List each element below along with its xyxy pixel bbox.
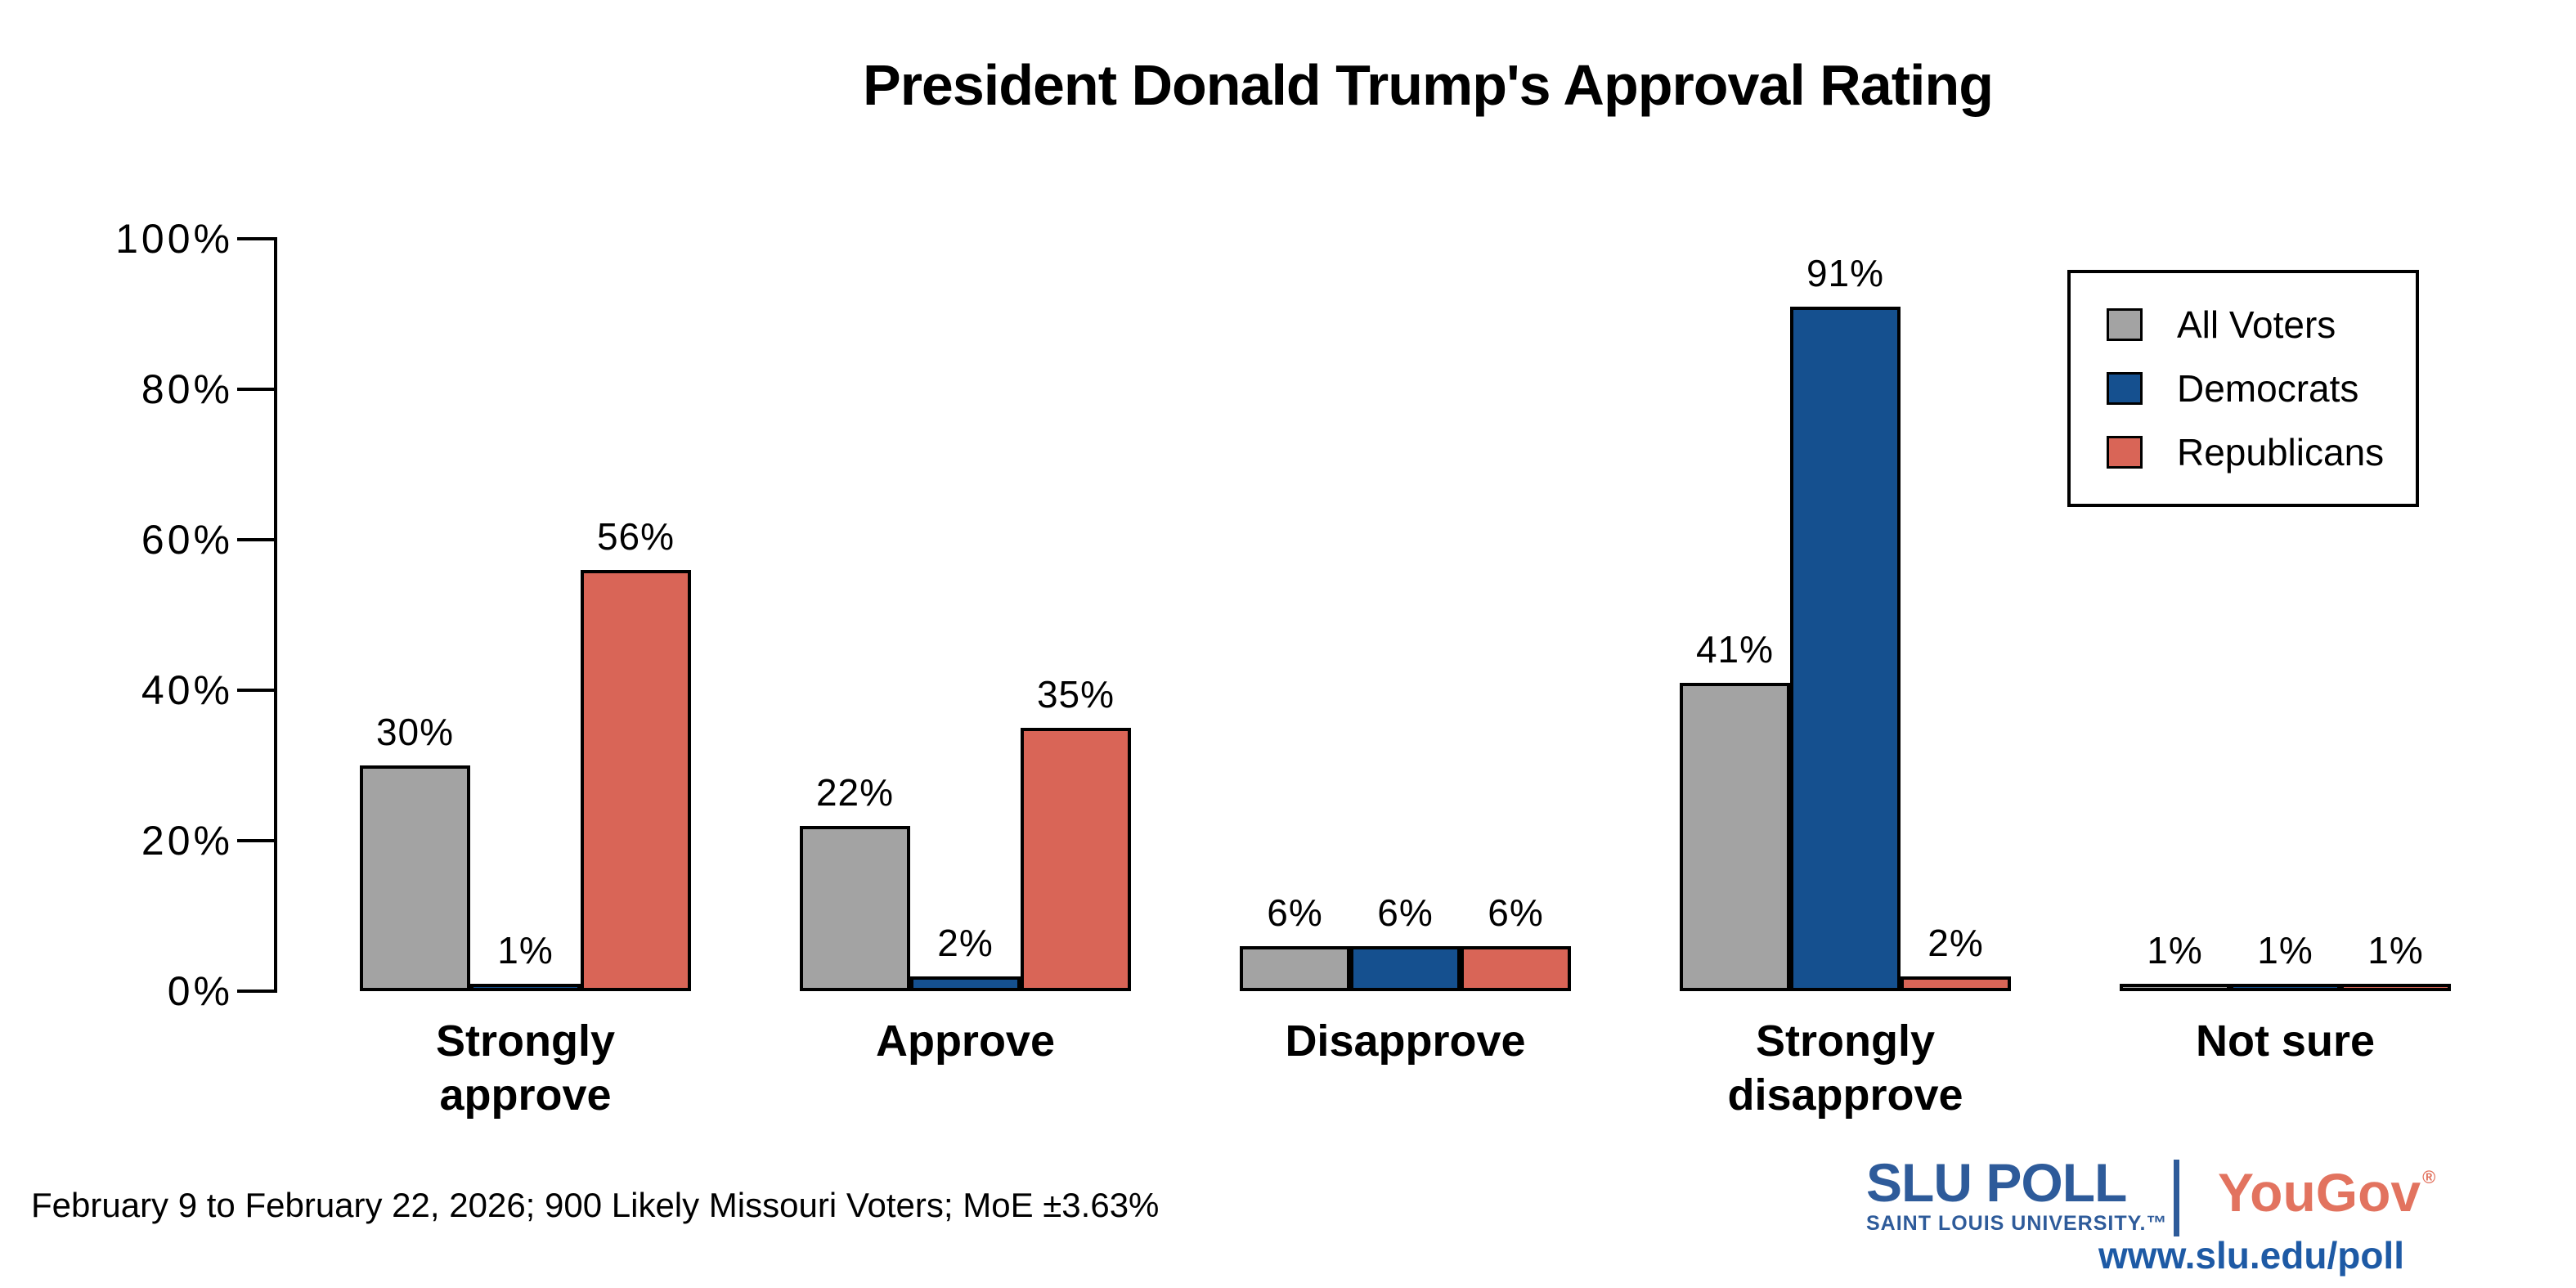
legend-item-all-voters: All Voters: [2107, 303, 2416, 347]
y-tick-label: 20%: [141, 818, 233, 864]
bar-democrats: [470, 984, 581, 991]
slu-university-wordmark: SAINT LOUIS UNIVERSITY.™: [1866, 1212, 2168, 1235]
legend-swatch: [2107, 372, 2143, 405]
bar-col: 41%: [1680, 239, 1790, 991]
y-tick: [237, 538, 274, 541]
bar-col: 6%: [1461, 239, 1571, 991]
bar-col: 2%: [910, 239, 1021, 991]
value-label: 30%: [375, 711, 455, 753]
footer-note: February 9 to February 22, 2026; 900 Lik…: [31, 1186, 1160, 1224]
plot-area: 0% 20% 40% 60% 80% 100% 30% 1% 56% Strongly appro…: [115, 216, 2486, 1120]
bar-col: 1%: [2340, 239, 2451, 991]
bar-all-voters: [360, 765, 470, 991]
legend-label: Republicans: [2177, 431, 2385, 473]
legend-item-democrats: Democrats: [2107, 366, 2416, 411]
yougov-text: YouGov: [2218, 1162, 2421, 1223]
registered-mark: ®: [2422, 1167, 2436, 1187]
bar-group-not-sure: 1% 1% 1%: [2120, 239, 2451, 991]
bar-republicans: [1461, 946, 1571, 991]
bar-all-voters: [1240, 946, 1350, 991]
bar-all-voters: [2120, 984, 2230, 991]
legend-label: All Voters: [2177, 303, 2336, 346]
bar-col: 6%: [1350, 239, 1461, 991]
value-label: 2%: [937, 922, 994, 964]
category-label: Approve: [875, 1016, 1056, 1066]
bar-col: 1%: [470, 239, 581, 991]
bar-republicans: [1021, 728, 1131, 991]
bar-col: 30%: [360, 239, 470, 991]
value-label: 1%: [2257, 929, 2313, 972]
bar-republicans: [1901, 976, 2011, 991]
bar-democrats: [910, 976, 1021, 991]
legend: All Voters Democrats Republicans: [2067, 270, 2419, 507]
bar-democrats: [2230, 984, 2340, 991]
value-label: 22%: [815, 771, 895, 814]
value-label: 6%: [1377, 891, 1434, 934]
bar-all-voters: [800, 826, 910, 991]
value-label: 41%: [1695, 628, 1775, 671]
bar-col: 91%: [1790, 239, 1901, 991]
legend-swatch: [2107, 436, 2143, 469]
y-tick: [237, 839, 274, 842]
value-label: 56%: [596, 515, 675, 558]
chart-title: President Donald Trump's Approval Rating: [863, 53, 1994, 117]
legend-label: Democrats: [2177, 367, 2359, 410]
bar-group-strongly-disapprove: 41% 91% 2%: [1680, 239, 2011, 991]
bar-col: 35%: [1021, 239, 1131, 991]
bar-col: 2%: [1901, 239, 2011, 991]
slu-poll-logo: SLU POLL: [1866, 1152, 2127, 1213]
legend-item-republicans: Republicans: [2107, 430, 2416, 474]
bar-democrats: [1350, 946, 1461, 991]
y-tick: [237, 990, 274, 993]
y-tick-label: 40%: [141, 667, 233, 713]
value-label: 91%: [1806, 252, 1885, 294]
bar-group-disapprove: 6% 6% 6%: [1240, 239, 1571, 991]
value-label: 1%: [2367, 929, 2424, 972]
value-label: 1%: [2147, 929, 2203, 972]
category-label: Not sure: [2195, 1016, 2376, 1066]
value-label: 1%: [497, 929, 554, 972]
y-tick: [237, 388, 274, 391]
y-tick-label: 60%: [141, 517, 233, 563]
logo-divider: [2174, 1160, 2179, 1236]
y-axis: [274, 237, 277, 993]
bar-group-strongly-approve: 30% 1% 56%: [360, 239, 691, 991]
y-tick-label: 0%: [167, 968, 233, 1014]
bar-group-approve: 22% 2% 35%: [800, 239, 1131, 991]
value-label: 2%: [1928, 922, 1984, 964]
bar-col: 56%: [581, 239, 691, 991]
value-label: 6%: [1488, 891, 1544, 934]
category-label: Disapprove: [1285, 1016, 1526, 1066]
y-tick-label: 100%: [115, 216, 233, 262]
bar-col: 1%: [2120, 239, 2230, 991]
bar-republicans: [2340, 984, 2451, 991]
y-tick: [237, 689, 274, 692]
category-label: Strongly disapprove: [1727, 1016, 1963, 1120]
bar-all-voters: [1680, 683, 1790, 991]
bar-republicans: [581, 570, 691, 991]
value-label: 6%: [1267, 891, 1323, 934]
y-tick: [237, 237, 274, 240]
bar-col: 6%: [1240, 239, 1350, 991]
bar-col: 22%: [800, 239, 910, 991]
yougov-logo: YouGov®: [2218, 1161, 2436, 1223]
bar-democrats: [1790, 307, 1901, 991]
y-tick-label: 80%: [141, 366, 233, 412]
value-label: 35%: [1036, 673, 1115, 716]
category-label: Strongly approve: [435, 1016, 615, 1120]
slu-poll-url: www.slu.edu/poll: [2098, 1234, 2404, 1277]
legend-swatch: [2107, 308, 2143, 341]
bar-col: 1%: [2230, 239, 2340, 991]
